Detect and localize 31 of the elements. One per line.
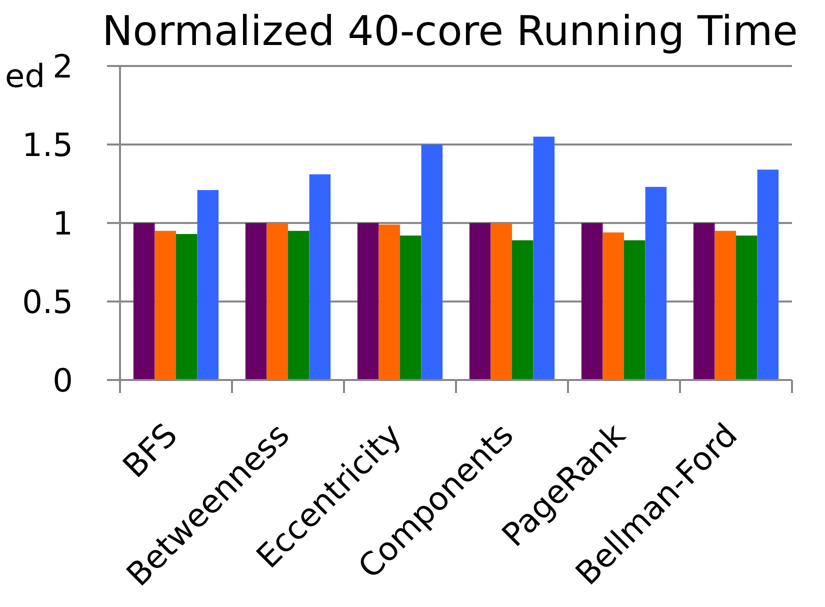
bar <box>245 223 267 380</box>
bar <box>197 190 219 380</box>
bar <box>400 236 422 380</box>
bar <box>176 234 198 380</box>
bar <box>421 144 443 380</box>
bar <box>154 230 176 380</box>
bar <box>757 170 779 380</box>
bar <box>309 174 331 380</box>
bar <box>624 240 646 380</box>
bar <box>357 223 379 380</box>
bar <box>581 223 603 380</box>
y-tick-label: 1 <box>52 204 73 243</box>
bar <box>512 240 534 380</box>
bar <box>645 186 667 380</box>
bar <box>490 223 512 380</box>
bar <box>266 223 288 380</box>
y-tick-label: 2 <box>52 48 73 86</box>
bar <box>378 224 400 380</box>
bar <box>602 232 624 380</box>
bar <box>693 223 715 380</box>
bar <box>469 223 491 380</box>
chart-title: Normalized 40-core Running Time <box>102 7 798 55</box>
bar <box>133 223 155 380</box>
bar <box>533 136 555 380</box>
y-tick-label: 0 <box>52 362 73 400</box>
bar <box>288 230 310 380</box>
bar <box>714 230 736 380</box>
y-tick-label: 1.5 <box>22 126 73 164</box>
y-axis-title: ed <box>5 57 45 95</box>
bar <box>736 236 758 380</box>
y-tick-label: 0.5 <box>22 283 73 322</box>
